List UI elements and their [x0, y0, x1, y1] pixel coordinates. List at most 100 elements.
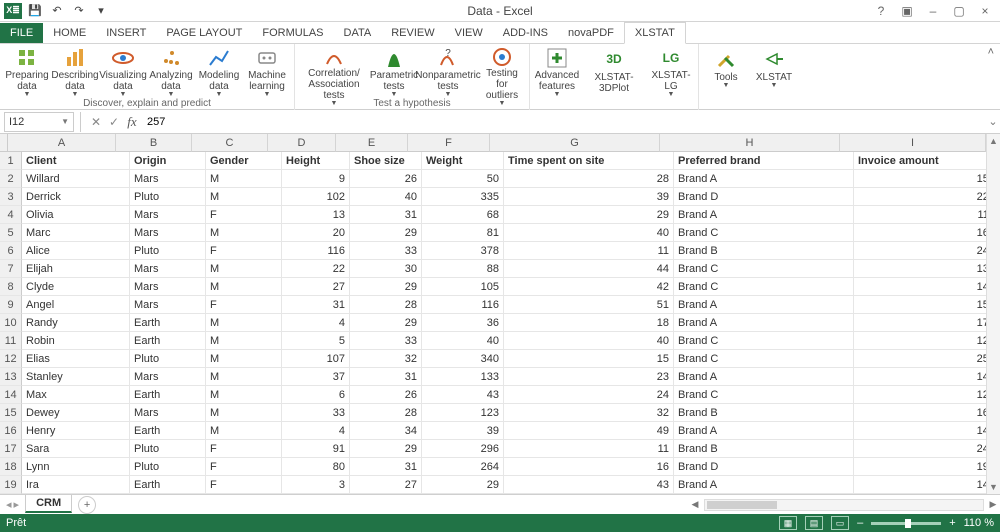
cell[interactable]: Brand C: [674, 278, 854, 296]
cell[interactable]: Earth: [130, 422, 206, 440]
excel-icon[interactable]: X≣: [4, 3, 22, 19]
tab-page-layout[interactable]: PAGE LAYOUT: [156, 23, 252, 43]
cell[interactable]: Dewey: [22, 404, 130, 422]
cell[interactable]: M: [206, 170, 282, 188]
ribbon-display-options-button[interactable]: ▣: [898, 2, 916, 20]
insert-function-button[interactable]: fx: [123, 113, 141, 131]
cell[interactable]: Sara: [22, 440, 130, 458]
cell[interactable]: 39: [422, 422, 504, 440]
correlation-tests-button[interactable]: Correlation/ Association tests▼: [299, 46, 369, 98]
tab-formulas[interactable]: FORMULAS: [252, 23, 333, 43]
cell[interactable]: 40: [350, 188, 422, 206]
row-header[interactable]: 15: [0, 404, 22, 422]
describing-data-button[interactable]: Describing data▼: [52, 46, 98, 98]
zoom-in-button[interactable]: +: [949, 517, 955, 529]
cell[interactable]: 30: [350, 260, 422, 278]
row-header[interactable]: 14: [0, 386, 22, 404]
cell[interactable]: 40: [422, 332, 504, 350]
cell[interactable]: 296: [422, 440, 504, 458]
cell[interactable]: 142: [854, 278, 986, 296]
data-cells[interactable]: ClientOriginGenderHeightShoe sizeWeightT…: [22, 152, 986, 494]
cell[interactable]: Max: [22, 386, 130, 404]
row-header[interactable]: 10: [0, 314, 22, 332]
cell[interactable]: Brand B: [674, 404, 854, 422]
cell[interactable]: Olivia: [22, 206, 130, 224]
cell[interactable]: 11: [504, 242, 674, 260]
xlstat-menu-button[interactable]: XLSTAT▼: [751, 46, 797, 98]
cell[interactable]: Height: [282, 152, 350, 170]
cell[interactable]: Client: [22, 152, 130, 170]
cell[interactable]: 5: [282, 332, 350, 350]
cell[interactable]: M: [206, 368, 282, 386]
cell[interactable]: 11: [504, 440, 674, 458]
tab-view[interactable]: VIEW: [445, 23, 493, 43]
cell[interactable]: 42: [504, 278, 674, 296]
cell[interactable]: Mars: [130, 278, 206, 296]
cell[interactable]: 31: [350, 368, 422, 386]
cell[interactable]: 153: [854, 170, 986, 188]
cell[interactable]: 105: [422, 278, 504, 296]
row-header[interactable]: 13: [0, 368, 22, 386]
tab-review[interactable]: REVIEW: [381, 23, 444, 43]
cell[interactable]: 16: [504, 458, 674, 476]
cell[interactable]: 28: [504, 170, 674, 188]
cell[interactable]: 43: [422, 386, 504, 404]
row-header[interactable]: 11: [0, 332, 22, 350]
cell[interactable]: 246: [854, 440, 986, 458]
cell[interactable]: 31: [350, 458, 422, 476]
scroll-left-button[interactable]: ◀: [688, 498, 702, 512]
column-header-H[interactable]: H: [660, 134, 840, 152]
formula-input[interactable]: [141, 112, 972, 132]
cell[interactable]: 140: [854, 422, 986, 440]
cell[interactable]: Earth: [130, 386, 206, 404]
cell[interactable]: F: [206, 440, 282, 458]
select-all-button[interactable]: [0, 134, 8, 152]
cell[interactable]: Mars: [130, 404, 206, 422]
cell[interactable]: Pluto: [130, 458, 206, 476]
xlstat-lg-button[interactable]: LG XLSTAT- LG▼: [648, 46, 694, 98]
cell[interactable]: Brand D: [674, 458, 854, 476]
cell[interactable]: Pluto: [130, 350, 206, 368]
cell[interactable]: 229: [854, 188, 986, 206]
cell[interactable]: M: [206, 386, 282, 404]
tab-data[interactable]: DATA: [334, 23, 382, 43]
cell[interactable]: 37: [282, 368, 350, 386]
cell[interactable]: Mars: [130, 296, 206, 314]
xlstat-3dplot-button[interactable]: 3D XLSTAT-3DPlot: [582, 46, 646, 98]
cell[interactable]: Brand A: [674, 170, 854, 188]
cell[interactable]: 257: [854, 350, 986, 368]
sheet-nav[interactable]: ◂▸: [0, 498, 25, 511]
cell[interactable]: 29: [422, 476, 504, 494]
row-header[interactable]: 8: [0, 278, 22, 296]
cell[interactable]: Marc: [22, 224, 130, 242]
cell[interactable]: 29: [350, 224, 422, 242]
column-header-F[interactable]: F: [408, 134, 490, 152]
cell[interactable]: Earth: [130, 332, 206, 350]
cell[interactable]: Willard: [22, 170, 130, 188]
add-sheet-button[interactable]: +: [78, 496, 96, 514]
expand-formula-bar-button[interactable]: ⌄: [986, 115, 1000, 128]
cell[interactable]: 123: [422, 404, 504, 422]
cell[interactable]: M: [206, 332, 282, 350]
cell[interactable]: 44: [504, 260, 674, 278]
page-break-view-button[interactable]: ▭: [831, 516, 849, 530]
row-header[interactable]: 1: [0, 152, 22, 170]
cell[interactable]: 33: [350, 242, 422, 260]
cell[interactable]: Elijah: [22, 260, 130, 278]
row-header[interactable]: 2: [0, 170, 22, 188]
cell[interactable]: Brand A: [674, 422, 854, 440]
cell[interactable]: 68: [422, 206, 504, 224]
cell[interactable]: Mars: [130, 170, 206, 188]
cell[interactable]: Brand A: [674, 206, 854, 224]
cell[interactable]: F: [206, 242, 282, 260]
cell[interactable]: 22: [282, 260, 350, 278]
normal-view-button[interactable]: ▦: [779, 516, 797, 530]
cell[interactable]: Brand C: [674, 386, 854, 404]
tab-file[interactable]: FILE: [0, 23, 43, 43]
cell[interactable]: 116: [422, 296, 504, 314]
tab-xlstat[interactable]: XLSTAT: [624, 22, 686, 44]
cell[interactable]: 146: [854, 476, 986, 494]
ribbon-collapse-button[interactable]: ˄: [982, 44, 1000, 110]
cell[interactable]: Brand C: [674, 332, 854, 350]
cell[interactable]: 107: [282, 350, 350, 368]
